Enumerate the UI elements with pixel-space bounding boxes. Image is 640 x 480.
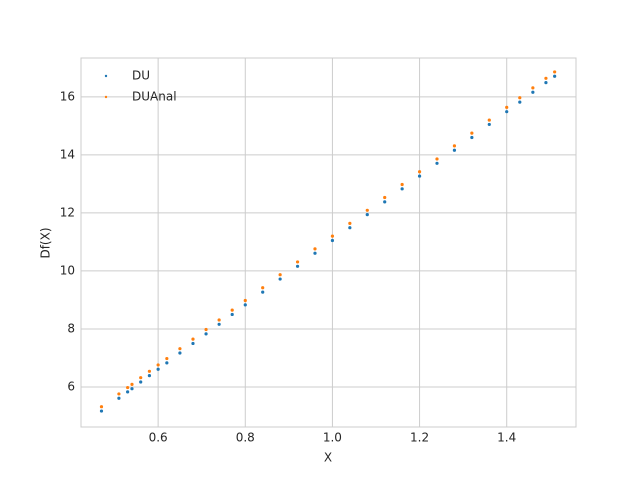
point (230, 312, 234, 317)
point (156, 363, 160, 367)
point (204, 327, 208, 332)
point (348, 221, 352, 225)
point (544, 76, 548, 80)
point (330, 234, 335, 238)
point (348, 226, 352, 230)
point (435, 157, 439, 161)
point (178, 351, 182, 355)
point (117, 396, 121, 400)
point (400, 187, 404, 191)
point (295, 260, 300, 264)
y-tick-label: 12 (60, 205, 75, 219)
point (139, 376, 143, 380)
plot-area (80, 57, 577, 428)
point (531, 86, 535, 90)
point (278, 273, 282, 277)
point (147, 374, 152, 378)
point (435, 161, 439, 165)
legend-marker (104, 74, 108, 78)
point (126, 385, 130, 390)
point (230, 308, 234, 312)
point (365, 208, 369, 212)
y-tick-label: 14 (60, 147, 75, 161)
point (518, 96, 522, 100)
point (117, 392, 121, 396)
point (156, 367, 160, 371)
point (452, 144, 457, 148)
legend-label: DUAnal (132, 90, 177, 104)
point (178, 347, 182, 351)
point (165, 361, 169, 365)
point (139, 380, 143, 384)
point (531, 90, 535, 94)
point (452, 148, 457, 152)
point (470, 135, 474, 140)
point (147, 369, 152, 373)
point (243, 303, 247, 307)
point (518, 100, 522, 104)
x-tick-label: 1.0 (323, 431, 342, 445)
point (126, 390, 130, 394)
y-tick-label: 10 (60, 263, 75, 277)
point (130, 382, 134, 386)
point (313, 251, 317, 255)
legend-label: DU (132, 69, 150, 83)
point (278, 277, 282, 281)
point (417, 174, 422, 178)
point (243, 298, 247, 303)
point (130, 387, 134, 391)
point (417, 170, 422, 174)
legend-marker (104, 95, 108, 99)
point (204, 332, 208, 336)
point (313, 247, 317, 251)
point (553, 74, 557, 78)
point (487, 118, 491, 122)
point (191, 337, 195, 341)
point (217, 322, 221, 326)
point (99, 409, 104, 413)
point (383, 195, 387, 200)
x-tick-label: 1.4 (497, 431, 516, 445)
point (261, 290, 265, 294)
x-axis-label: X (324, 451, 332, 465)
point (383, 200, 387, 204)
y-tick-label: 6 (67, 379, 75, 393)
y-tick-label: 16 (60, 89, 75, 103)
point (261, 286, 265, 290)
point (487, 122, 491, 127)
point (295, 264, 300, 268)
point (191, 341, 195, 346)
point (544, 81, 548, 85)
point (365, 213, 369, 217)
x-tick-label: 1.2 (410, 431, 429, 445)
point (330, 238, 335, 243)
point (400, 182, 404, 187)
x-tick-label: 0.6 (149, 431, 168, 445)
point (470, 131, 474, 135)
point (217, 318, 221, 322)
y-axis-label: Df(X) (39, 227, 53, 258)
point (505, 105, 509, 109)
x-tick-label: 0.8 (236, 431, 255, 445)
y-tick-label: 8 (67, 321, 75, 335)
point (553, 70, 557, 74)
point (99, 405, 104, 409)
point (165, 356, 169, 361)
point (505, 110, 509, 114)
